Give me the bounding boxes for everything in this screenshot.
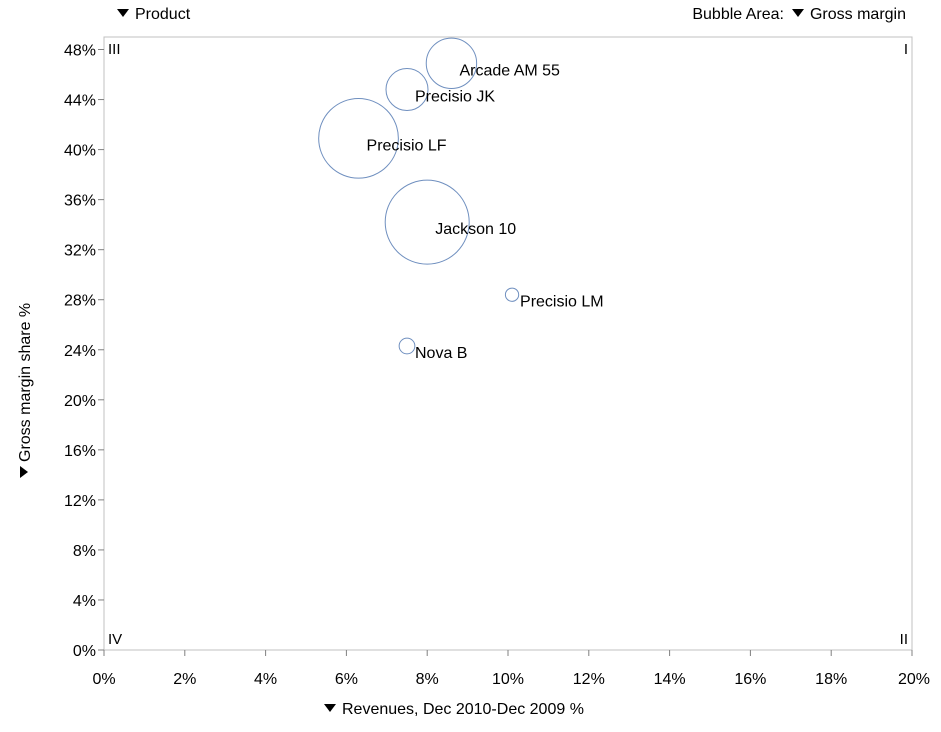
y-tick-label: 0% — [73, 643, 96, 660]
y-tick-label: 40% — [64, 143, 96, 160]
x-tick-label: 14% — [654, 671, 686, 688]
y-tick-label: 28% — [64, 293, 96, 310]
quadrant-label-bottom-left: IV — [108, 631, 122, 648]
bubble-area-dropdown[interactable]: Gross margin — [791, 6, 906, 23]
y-axis-title: Gross margin share % — [17, 302, 34, 462]
y-tick-label: 24% — [64, 343, 96, 360]
x-tick-label: 12% — [573, 671, 605, 688]
y-tick-label: 12% — [64, 493, 96, 510]
x-tick-label: 18% — [815, 671, 847, 688]
quadrant-label-top-right: I — [904, 41, 908, 58]
bubble-label: Nova B — [415, 345, 467, 362]
x-tick-label: 6% — [335, 671, 358, 688]
chevron-down-icon — [19, 466, 28, 478]
bubble-area-value: Gross margin — [809, 6, 906, 23]
bubble[interactable] — [425, 37, 478, 89]
y-tick-label: 32% — [64, 243, 96, 260]
plot-area — [103, 36, 913, 651]
bubbles: Arcade AM 55 Precisio JK Precisio LF Jackso… — [318, 37, 604, 362]
x-tick-label: 20% — [898, 671, 930, 688]
x-tick-label: 2% — [173, 671, 196, 688]
quadrant-label-bottom-right: II — [900, 631, 908, 648]
bubble[interactable] — [318, 97, 399, 179]
x-tick-label: 10% — [492, 671, 524, 688]
y-tick-label: 20% — [64, 393, 96, 410]
x-axis: 0% 2% 4% 6% 8% 10% 12% 14% 16% 18% 20% — [92, 650, 930, 688]
y-tick-label: 48% — [64, 43, 96, 60]
bubble-area-label: Bubble Area: — [692, 6, 784, 23]
bubble-area-control: Bubble Area: Gross margin — [692, 5, 906, 25]
bubble-label: Precisio LM — [520, 294, 604, 311]
bubble[interactable] — [504, 287, 520, 302]
bubble-label: Precisio LF — [367, 137, 447, 154]
x-tick-label: 4% — [254, 671, 277, 688]
y-tick-label: 36% — [64, 193, 96, 210]
bubble-label: Jackson 10 — [435, 221, 516, 238]
chevron-down-icon — [791, 8, 804, 17]
y-tick-label: 44% — [64, 93, 96, 110]
bubble-label: Arcade AM 55 — [459, 62, 560, 79]
y-tick-label: 8% — [73, 543, 96, 560]
x-axis-title: Revenues, Dec 2010-Dec 2009 % — [342, 701, 584, 718]
product-dropdown-label: Product — [135, 6, 191, 23]
bubble-label: Precisio JK — [415, 89, 495, 106]
y-axis: 0% 4% 8% 12% 16% 20% 24% 28% 32% 36% 40% 44% 48% — [64, 43, 104, 660]
bubble[interactable] — [385, 68, 429, 112]
quadrant-labels: III I IV II — [108, 41, 908, 648]
x-tick-label: 16% — [734, 671, 766, 688]
bubble[interactable] — [398, 337, 416, 355]
x-tick-label: 0% — [92, 671, 115, 688]
quadrant-label-top-left: III — [108, 41, 121, 58]
y-axis-dropdown[interactable]: Gross margin share % — [16, 302, 36, 478]
x-tick-label: 8% — [416, 671, 439, 688]
product-dropdown[interactable]: Product — [117, 5, 190, 25]
chevron-down-icon — [117, 8, 129, 17]
bubble[interactable] — [384, 179, 470, 265]
y-tick-label: 4% — [73, 593, 96, 610]
chevron-down-icon — [324, 703, 336, 712]
x-axis-dropdown[interactable]: Revenues, Dec 2010-Dec 2009 % — [324, 700, 584, 720]
y-tick-label: 16% — [64, 443, 96, 460]
